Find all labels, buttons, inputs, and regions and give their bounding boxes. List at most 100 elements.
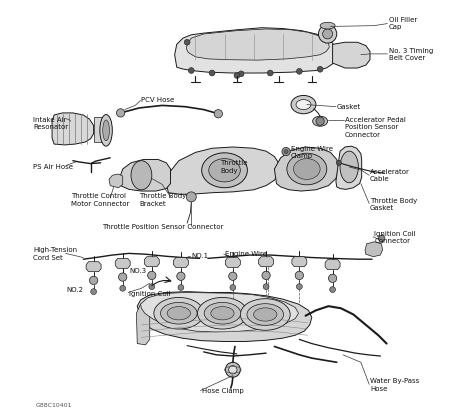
Circle shape (120, 285, 126, 291)
Circle shape (184, 39, 190, 45)
Ellipse shape (201, 153, 247, 188)
Ellipse shape (296, 100, 311, 110)
Circle shape (296, 68, 302, 74)
Text: Accelerator
Cable: Accelerator Cable (370, 168, 410, 182)
Circle shape (209, 70, 215, 76)
Ellipse shape (247, 304, 283, 325)
Circle shape (90, 276, 98, 284)
Circle shape (117, 109, 125, 117)
Polygon shape (325, 260, 340, 270)
Circle shape (323, 29, 333, 39)
Ellipse shape (291, 95, 316, 114)
Text: NO.2: NO.2 (67, 286, 83, 293)
Polygon shape (174, 28, 336, 73)
Ellipse shape (240, 299, 290, 330)
Ellipse shape (313, 116, 328, 126)
Text: Hose Clamp: Hose Clamp (201, 388, 244, 394)
Circle shape (262, 271, 270, 279)
Circle shape (91, 289, 97, 294)
Polygon shape (120, 159, 171, 191)
Circle shape (149, 284, 155, 289)
Polygon shape (274, 147, 339, 191)
Text: Throttle Control
Motor Connector: Throttle Control Motor Connector (71, 193, 129, 207)
Ellipse shape (209, 158, 240, 182)
Polygon shape (115, 259, 130, 269)
Circle shape (263, 284, 269, 289)
Circle shape (228, 366, 237, 374)
Text: NO.3: NO.3 (129, 268, 146, 274)
Text: PCV Hose: PCV Hose (141, 98, 174, 103)
Ellipse shape (293, 158, 320, 179)
Circle shape (295, 271, 303, 279)
Polygon shape (259, 257, 273, 267)
Text: Oil Filler
Cap: Oil Filler Cap (389, 17, 417, 30)
Circle shape (319, 25, 337, 43)
Ellipse shape (254, 308, 277, 321)
Text: Water By-Pass
Hose: Water By-Pass Hose (370, 378, 419, 392)
Text: Throttle
Body: Throttle Body (220, 160, 248, 174)
Polygon shape (109, 174, 123, 188)
Polygon shape (144, 257, 159, 267)
Text: Throttle Body
Gasket: Throttle Body Gasket (370, 198, 417, 211)
Polygon shape (292, 257, 307, 267)
Circle shape (188, 68, 194, 73)
Text: G88C10401: G88C10401 (36, 403, 72, 408)
Ellipse shape (320, 22, 335, 29)
Polygon shape (225, 258, 240, 268)
Circle shape (378, 235, 385, 242)
Circle shape (284, 149, 288, 153)
Ellipse shape (198, 297, 247, 329)
Text: Accelerator Pedal
Position Sensor
Connector: Accelerator Pedal Position Sensor Connec… (345, 117, 406, 138)
Circle shape (118, 273, 127, 281)
Circle shape (330, 286, 336, 292)
Polygon shape (137, 291, 312, 342)
Circle shape (296, 284, 302, 289)
Circle shape (317, 66, 323, 72)
Circle shape (316, 117, 324, 126)
Text: No. 3 Timing
Belt Cover: No. 3 Timing Belt Cover (389, 48, 433, 61)
Circle shape (238, 71, 244, 77)
Circle shape (228, 272, 237, 280)
Circle shape (178, 284, 184, 290)
Circle shape (328, 274, 337, 282)
Ellipse shape (103, 120, 109, 141)
Circle shape (337, 160, 341, 165)
Ellipse shape (340, 151, 358, 183)
Ellipse shape (167, 306, 191, 320)
Polygon shape (166, 147, 279, 194)
Polygon shape (86, 262, 101, 271)
Text: Engine Wire: Engine Wire (225, 251, 266, 257)
Ellipse shape (211, 306, 234, 320)
Circle shape (214, 110, 222, 118)
Ellipse shape (287, 153, 327, 185)
Circle shape (147, 271, 156, 279)
Text: Throttle Position Sensor Connector: Throttle Position Sensor Connector (102, 224, 223, 230)
Polygon shape (137, 304, 150, 345)
Text: Ignition Coil
Connector: Ignition Coil Connector (374, 231, 416, 244)
Circle shape (234, 73, 240, 78)
Polygon shape (141, 292, 299, 332)
Polygon shape (365, 242, 383, 257)
Polygon shape (333, 42, 370, 68)
Ellipse shape (161, 302, 197, 324)
Circle shape (267, 70, 273, 76)
Text: Ignition Coil: Ignition Coil (129, 291, 171, 297)
Text: Engine Wire
Clamp: Engine Wire Clamp (291, 146, 333, 159)
Text: PS Air Hose: PS Air Hose (33, 164, 73, 170)
Ellipse shape (204, 302, 241, 324)
Text: NO.1: NO.1 (191, 253, 209, 259)
Ellipse shape (154, 297, 204, 329)
Text: Gasket: Gasket (337, 104, 361, 110)
Circle shape (186, 192, 196, 202)
Ellipse shape (131, 161, 152, 190)
Text: High-Tension
Cord Set: High-Tension Cord Set (33, 247, 77, 261)
Text: Throttle Body
Bracket: Throttle Body Bracket (139, 193, 187, 207)
Circle shape (225, 362, 240, 377)
Polygon shape (52, 113, 93, 145)
Ellipse shape (100, 115, 112, 146)
Circle shape (282, 147, 290, 156)
Polygon shape (93, 117, 106, 142)
Polygon shape (173, 258, 188, 268)
Circle shape (177, 272, 185, 280)
Polygon shape (186, 29, 329, 60)
